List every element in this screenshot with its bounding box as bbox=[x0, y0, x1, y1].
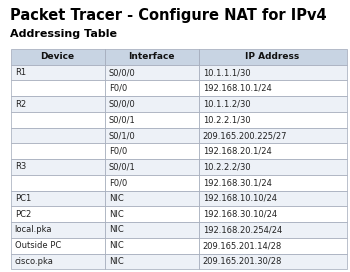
Bar bbox=[199, 96, 346, 112]
Text: 192.168.20.1/24: 192.168.20.1/24 bbox=[203, 147, 272, 156]
Text: PC1: PC1 bbox=[15, 194, 31, 203]
Text: NIC: NIC bbox=[109, 210, 124, 219]
Text: NIC: NIC bbox=[109, 194, 124, 203]
Bar bbox=[10, 254, 105, 269]
Text: 192.168.30.10/24: 192.168.30.10/24 bbox=[203, 210, 277, 219]
Bar bbox=[10, 143, 105, 159]
Text: IP Address: IP Address bbox=[245, 52, 300, 61]
Text: S0/1/0: S0/1/0 bbox=[109, 131, 135, 140]
Bar bbox=[105, 81, 199, 96]
Text: S0/0/0: S0/0/0 bbox=[109, 100, 135, 109]
Bar bbox=[199, 81, 346, 96]
Bar bbox=[105, 238, 199, 254]
Bar bbox=[10, 112, 105, 128]
Bar bbox=[199, 143, 346, 159]
Text: Interface: Interface bbox=[128, 52, 175, 61]
Text: Addressing Table: Addressing Table bbox=[10, 29, 118, 39]
Bar bbox=[105, 175, 199, 191]
Text: 10.1.1.2/30: 10.1.1.2/30 bbox=[203, 100, 251, 109]
Text: NIC: NIC bbox=[109, 241, 124, 250]
Text: 192.168.10.1/24: 192.168.10.1/24 bbox=[203, 84, 272, 93]
Bar bbox=[10, 49, 105, 65]
Bar bbox=[199, 175, 346, 191]
Text: local.pka: local.pka bbox=[15, 225, 52, 234]
Bar bbox=[199, 128, 346, 143]
Bar bbox=[10, 96, 105, 112]
Text: R1: R1 bbox=[15, 68, 26, 77]
Bar bbox=[105, 143, 199, 159]
Text: NIC: NIC bbox=[109, 257, 124, 266]
Bar bbox=[10, 238, 105, 254]
Bar bbox=[199, 206, 346, 222]
Bar bbox=[105, 159, 199, 175]
Text: S0/0/0: S0/0/0 bbox=[109, 68, 135, 77]
Bar bbox=[105, 222, 199, 238]
Bar bbox=[105, 254, 199, 269]
Bar bbox=[105, 49, 199, 65]
Text: Device: Device bbox=[41, 52, 75, 61]
Bar bbox=[199, 112, 346, 128]
Bar bbox=[105, 65, 199, 81]
Bar bbox=[199, 49, 346, 65]
Text: 209.165.201.14/28: 209.165.201.14/28 bbox=[203, 241, 282, 250]
Bar bbox=[10, 128, 105, 143]
Bar bbox=[199, 222, 346, 238]
Bar bbox=[199, 191, 346, 206]
Text: 209.165.201.30/28: 209.165.201.30/28 bbox=[203, 257, 282, 266]
Bar bbox=[199, 159, 346, 175]
Text: 209.165.200.225/27: 209.165.200.225/27 bbox=[203, 131, 287, 140]
Text: S0/0/1: S0/0/1 bbox=[109, 162, 135, 171]
Text: 192.168.10.10/24: 192.168.10.10/24 bbox=[203, 194, 277, 203]
Text: Packet Tracer - Configure NAT for IPv4: Packet Tracer - Configure NAT for IPv4 bbox=[10, 8, 327, 23]
Text: 192.168.20.254/24: 192.168.20.254/24 bbox=[203, 225, 282, 234]
Bar bbox=[10, 222, 105, 238]
Text: S0/0/1: S0/0/1 bbox=[109, 115, 135, 124]
Text: 10.2.2.2/30: 10.2.2.2/30 bbox=[203, 162, 251, 171]
Bar bbox=[10, 175, 105, 191]
Text: F0/0: F0/0 bbox=[109, 84, 127, 93]
Bar bbox=[10, 206, 105, 222]
Bar bbox=[105, 206, 199, 222]
Bar bbox=[105, 112, 199, 128]
Text: 192.168.30.1/24: 192.168.30.1/24 bbox=[203, 178, 272, 187]
Bar bbox=[199, 65, 346, 81]
Bar bbox=[105, 128, 199, 143]
Bar bbox=[199, 254, 346, 269]
Bar bbox=[10, 191, 105, 206]
Bar bbox=[10, 81, 105, 96]
Text: F0/0: F0/0 bbox=[109, 178, 127, 187]
Text: F0/0: F0/0 bbox=[109, 147, 127, 156]
Text: R2: R2 bbox=[15, 100, 26, 109]
Text: NIC: NIC bbox=[109, 225, 124, 234]
Bar bbox=[105, 191, 199, 206]
Text: Outside PC: Outside PC bbox=[15, 241, 61, 250]
Text: PC2: PC2 bbox=[15, 210, 31, 219]
Text: 10.2.2.1/30: 10.2.2.1/30 bbox=[203, 115, 251, 124]
Bar bbox=[10, 65, 105, 81]
Bar bbox=[105, 96, 199, 112]
Text: 10.1.1.1/30: 10.1.1.1/30 bbox=[203, 68, 251, 77]
Text: cisco.pka: cisco.pka bbox=[15, 257, 54, 266]
Text: R3: R3 bbox=[15, 162, 26, 171]
Bar bbox=[199, 238, 346, 254]
Bar bbox=[10, 159, 105, 175]
